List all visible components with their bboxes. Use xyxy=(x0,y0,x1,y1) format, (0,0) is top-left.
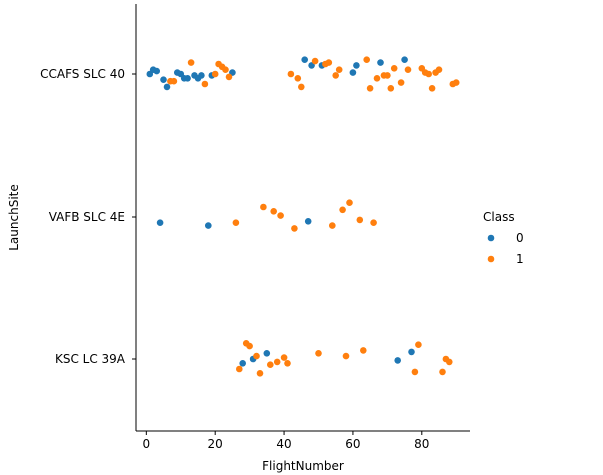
legend-marker xyxy=(487,255,495,263)
y-tick-label: CCAFS SLC 40 xyxy=(40,67,125,81)
data-point xyxy=(332,72,340,79)
legend: Class 0 1 xyxy=(483,210,524,266)
data-point xyxy=(401,56,408,63)
data-point xyxy=(260,203,267,211)
data-point xyxy=(370,219,377,226)
data-point xyxy=(329,222,336,229)
legend-label: 1 xyxy=(516,252,524,266)
legend-label: 0 xyxy=(516,231,524,245)
data-point xyxy=(425,70,433,78)
data-point xyxy=(153,67,160,75)
data-point xyxy=(280,354,288,361)
data-point xyxy=(284,360,291,367)
points-layer xyxy=(146,56,460,377)
y-axis-title: LaunchSite xyxy=(7,184,21,251)
data-point xyxy=(394,357,402,364)
data-point xyxy=(439,368,446,376)
data-point xyxy=(239,360,246,367)
data-point xyxy=(287,70,295,78)
data-point xyxy=(373,75,381,82)
data-point xyxy=(384,72,391,79)
data-point xyxy=(311,57,319,65)
x-tick-label: 80 xyxy=(414,437,429,451)
data-point xyxy=(397,79,405,86)
data-point xyxy=(342,352,350,360)
y-tick-label: KSC LC 39A xyxy=(55,352,126,366)
data-point xyxy=(315,350,322,357)
data-point xyxy=(366,85,374,92)
data-point xyxy=(411,368,419,376)
data-point xyxy=(408,348,415,356)
legend-title: Class xyxy=(483,210,515,224)
data-point xyxy=(277,212,284,219)
data-point xyxy=(346,199,353,206)
data-point xyxy=(273,358,281,366)
data-point xyxy=(222,66,229,73)
data-point xyxy=(298,83,305,91)
data-point xyxy=(170,77,178,85)
data-point xyxy=(253,352,260,360)
data-point xyxy=(363,56,371,63)
data-point xyxy=(263,350,271,357)
legend-marker xyxy=(487,234,495,242)
data-point xyxy=(236,365,243,373)
data-point xyxy=(353,62,360,69)
data-point xyxy=(291,225,298,232)
data-point xyxy=(294,75,302,82)
data-point xyxy=(349,69,357,76)
data-point xyxy=(325,59,333,66)
data-point xyxy=(339,206,346,214)
data-point xyxy=(360,347,367,354)
data-point xyxy=(270,208,278,215)
data-point xyxy=(415,341,422,349)
data-point xyxy=(267,361,274,369)
data-point xyxy=(377,59,384,66)
data-point xyxy=(156,219,164,226)
x-tick-label: 40 xyxy=(276,437,291,451)
data-point xyxy=(211,70,219,78)
data-point xyxy=(184,75,191,82)
data-point xyxy=(187,59,195,66)
data-point xyxy=(205,222,212,229)
data-point xyxy=(198,72,205,79)
data-point xyxy=(246,342,253,350)
data-point xyxy=(160,76,167,83)
data-point xyxy=(390,65,398,72)
data-point xyxy=(201,80,209,88)
data-point xyxy=(301,56,309,63)
x-tick-label: 20 xyxy=(208,437,223,451)
data-point xyxy=(404,66,412,73)
data-point xyxy=(435,66,443,73)
data-point xyxy=(387,85,395,92)
data-point xyxy=(446,358,453,366)
data-point xyxy=(335,66,343,73)
x-tick-label: 60 xyxy=(345,437,360,451)
data-point xyxy=(304,218,312,225)
x-axis-title: FlightNumber xyxy=(262,459,344,473)
y-tick-label: VAFB SLC 4E xyxy=(49,210,125,224)
data-point xyxy=(232,219,240,226)
data-point xyxy=(256,370,264,377)
x-tick-label: 0 xyxy=(143,437,151,451)
data-point xyxy=(163,83,171,91)
data-point xyxy=(428,85,436,92)
axes-layer: 0 20 40 60 80 CCAFS SLC 40 VAFB SLC 4E KSC LC 3… xyxy=(40,4,470,451)
data-point xyxy=(452,79,460,86)
data-point xyxy=(356,216,364,224)
data-point xyxy=(225,73,233,81)
